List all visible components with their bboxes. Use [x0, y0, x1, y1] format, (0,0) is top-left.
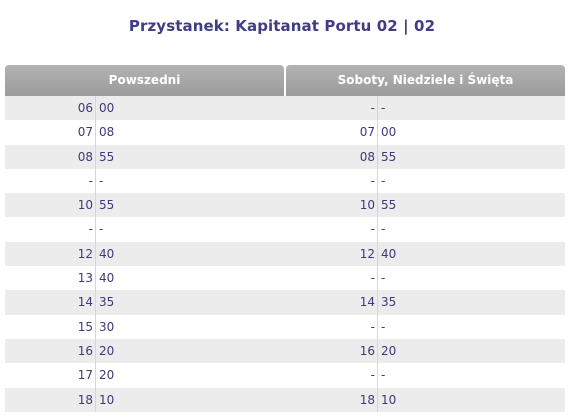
minute-value: 10	[381, 392, 397, 407]
page-title: Przystanek: Kapitanat Portu 02 | 02	[128, 17, 436, 35]
holiday-cell: --	[286, 363, 565, 388]
minute-value: 55	[99, 149, 115, 164]
hour-value: 12	[5, 241, 96, 267]
hour-value: 08	[5, 144, 96, 169]
hour-value: 14	[286, 290, 378, 315]
minute-value: 55	[381, 198, 397, 213]
table-row: 15 30- -	[5, 314, 565, 339]
minute-value: 55	[381, 149, 397, 164]
minute-value: -	[381, 368, 386, 383]
table-row: 10 55 10 55	[5, 193, 565, 218]
hour-value: 07	[286, 120, 378, 145]
hour-value: -	[286, 314, 378, 339]
hour-value: -	[286, 168, 378, 194]
hour-value: 12	[286, 241, 378, 267]
hour-value: 10	[286, 193, 378, 218]
holiday-cell: --	[286, 314, 565, 339]
holiday-cell: 16 20	[286, 338, 565, 364]
holiday-cell: 08 55	[286, 144, 565, 169]
hour-value: -	[286, 96, 378, 121]
minute-value: 20	[99, 343, 115, 358]
hour-value: 13	[5, 266, 96, 291]
minute-value: 40	[99, 271, 115, 286]
holiday-cell: 07 00	[286, 120, 565, 145]
hour-value: 07	[5, 120, 96, 145]
minute-value: -	[381, 173, 386, 188]
weekday-cell: 17 20	[5, 363, 284, 388]
hour-value: 17	[5, 363, 96, 388]
weekday-cell: 14 35	[5, 290, 284, 315]
minute-value: -	[381, 319, 386, 334]
hour-value: -	[5, 217, 96, 242]
table-row: 08 55 08 55	[5, 144, 565, 169]
minute-value: 20	[99, 368, 115, 383]
weekday-cell: --	[5, 217, 284, 242]
holiday-cell: --	[286, 217, 565, 242]
weekday-cell: 08 55	[5, 144, 284, 169]
minute-value: -	[99, 173, 104, 188]
minute-value: -	[381, 222, 386, 237]
table-body: 06 00- -07 08 07 00 08 55 08 55- - - -10 55 10 55- - - -12…	[5, 96, 565, 412]
weekday-cell: 16 20	[5, 338, 284, 364]
hour-value: 06	[5, 96, 96, 121]
weekday-cell: 13 40	[5, 266, 284, 291]
minute-value: 20	[381, 343, 397, 358]
hour-value: -	[286, 363, 378, 388]
table-row: 18 10 18 10	[5, 387, 565, 412]
weekday-cell: 10 55	[5, 193, 284, 218]
holiday-cell: --	[286, 168, 565, 194]
minute-value: 00	[99, 101, 115, 115]
table-row: 06 00- -	[5, 96, 565, 121]
minute-value: 35	[99, 295, 115, 310]
minute-value: -	[99, 222, 104, 237]
minute-value: -	[381, 101, 386, 115]
minute-value: 00	[381, 125, 397, 140]
holiday-cell: 12 40	[286, 241, 565, 267]
hour-value: -	[5, 168, 96, 194]
weekday-cell: --	[5, 168, 284, 194]
weekday-cell: 12 40	[5, 241, 284, 267]
hour-value: 08	[286, 144, 378, 169]
hour-value: 15	[5, 314, 96, 339]
timetable: Powszedni Soboty, Niedziele i Święta 06 0…	[5, 65, 565, 412]
weekday-cell: 18 10	[5, 387, 284, 412]
minute-value: 40	[99, 246, 115, 261]
table-row: 17 20- -	[5, 363, 565, 388]
minute-value: 08	[99, 125, 115, 140]
table-row: 16 20 16 20	[5, 338, 565, 364]
table-row: ----	[5, 217, 565, 242]
table-row: 07 08 07 00	[5, 120, 565, 145]
weekday-cell: 07 08	[5, 120, 284, 145]
holiday-cell: --	[286, 96, 565, 121]
hour-value: -	[286, 266, 378, 291]
minute-value: 40	[381, 246, 397, 261]
minute-value: 55	[99, 198, 115, 213]
minute-value: -	[381, 271, 386, 286]
minute-value: 10	[99, 392, 115, 407]
hour-value: 18	[5, 387, 96, 412]
hour-value: 16	[5, 338, 96, 364]
hour-value: 10	[5, 193, 96, 218]
table-row: 13 40- -	[5, 266, 565, 291]
holiday-cell: 10 55	[286, 193, 565, 218]
minute-value: 30	[99, 319, 115, 334]
holiday-cell: 18 10	[286, 387, 565, 412]
table-row: 14 35 14 35	[5, 290, 565, 315]
hour-value: 18	[286, 387, 378, 412]
minute-value: 35	[381, 295, 397, 310]
holiday-cell: --	[286, 266, 565, 291]
hour-value: 14	[5, 290, 96, 315]
weekday-cell: 06 00	[5, 96, 284, 121]
hour-value: -	[286, 217, 378, 242]
column-header-holiday: Soboty, Niedziele i Święta	[286, 65, 565, 96]
holiday-cell: 14 35	[286, 290, 565, 315]
table-row: 12 40 12 40	[5, 241, 565, 267]
column-header-weekday: Powszedni	[5, 65, 284, 96]
table-row: ----	[5, 168, 565, 194]
weekday-cell: 15 30	[5, 314, 284, 339]
hour-value: 16	[286, 338, 378, 364]
table-header: Powszedni Soboty, Niedziele i Święta	[5, 65, 565, 96]
